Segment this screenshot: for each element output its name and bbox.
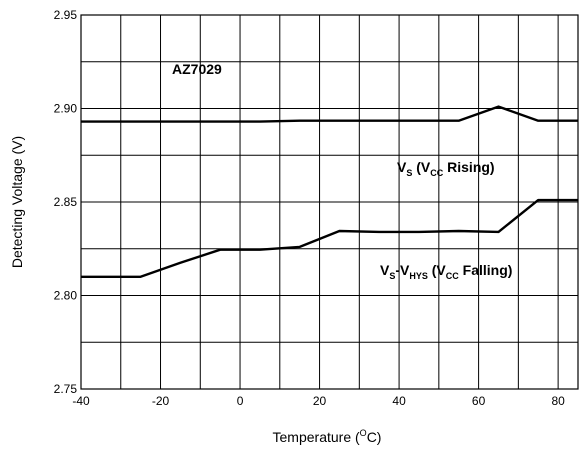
falling-hys-sub: HYS [409,271,428,281]
falling-series-line [81,198,578,278]
tick-layer: -40 -20 0 20 40 60 80 2.75 2.80 2.85 2.90 2.95 [54,8,565,408]
x-tick-label: -40 [72,394,90,408]
falling-series-annotation: VS-VHYS (VCC Falling) [380,262,512,281]
device-annotation: AZ7029 [172,61,222,77]
x-tick-label: -20 [152,394,170,408]
x-tick-label: 60 [472,394,486,408]
series-layer [81,105,578,278]
falling-v: V [380,262,390,278]
x-axis-title-tail: C) [367,429,382,445]
x-tick-label: 0 [237,394,244,408]
rising-vcc-sub: CC [430,168,443,178]
rising-v: V [397,159,407,175]
x-axis-title: Temperature (OC) [273,428,382,445]
y-tick-label: 2.80 [54,289,78,303]
x-tick-label: 80 [551,394,565,408]
y-tick-label: 2.90 [54,102,78,116]
rising-v-sub: S [406,168,412,178]
x-tick-label: 40 [392,394,406,408]
falling-v-sub: S [389,271,395,281]
y-tick-label: 2.95 [54,8,78,22]
y-tick-label: 2.75 [54,382,78,396]
y-axis-title: Detecting Voltage (V) [9,136,25,268]
x-axis-title-main: Temperature ( [273,429,360,445]
rising-tail: Rising) [443,159,494,175]
falling-tail: Falling) [459,262,513,278]
falling-open: (V [428,262,447,278]
rising-series-annotation: VS (VCC Rising) [397,159,495,178]
rising-open: (V [412,159,431,175]
x-tick-label: 20 [313,394,327,408]
falling-vcc-sub: CC [446,271,459,281]
falling-dash: -V [395,262,410,278]
y-tick-label: 2.85 [54,195,78,209]
grid-layer [80,14,579,390]
x-axis-title-sup: O [360,428,367,438]
rising-series-line [81,105,578,123]
